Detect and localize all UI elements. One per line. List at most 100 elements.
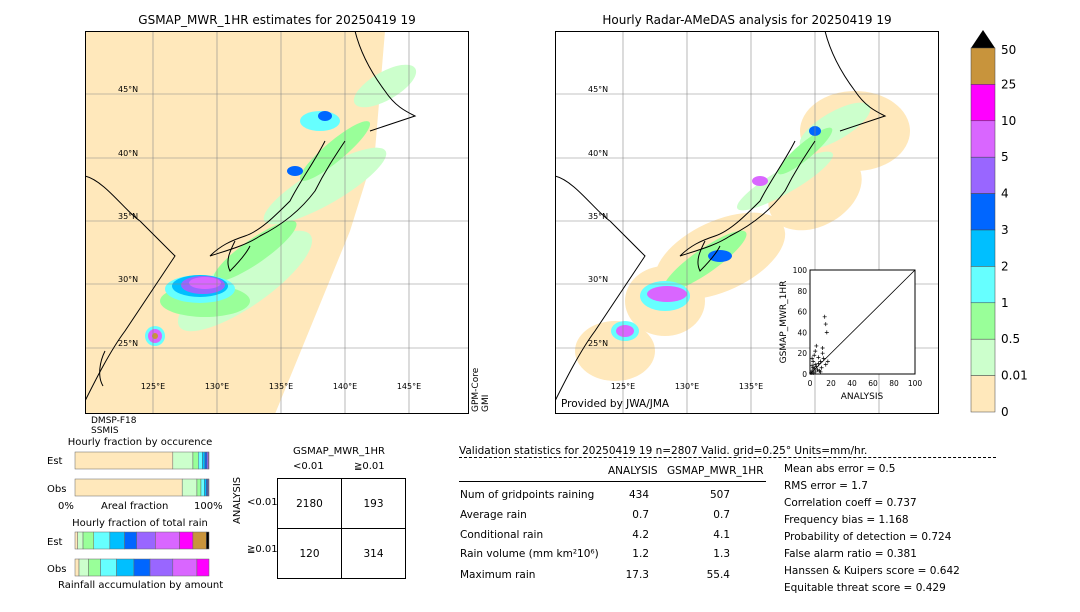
scatter-inset: 0 20 40 60 80 100 0 20 40 60 80 100 ANALYSIS GSMAP… [779, 266, 923, 402]
left-map: 45°N 40°N 35°N 30°N 25°N 125°E 130°E 135… [85, 31, 469, 414]
score-frequency-bias: Frequency bias = 1.168 [784, 514, 909, 526]
scatter-point [824, 330, 829, 335]
colorbar-label: 25 [1001, 77, 1016, 91]
colorbar-label: 10 [1001, 114, 1016, 128]
left-lon-125: 125°E [141, 382, 165, 391]
fraction-segment [77, 531, 84, 550]
fraction-segment [100, 558, 117, 577]
fraction-segment [181, 478, 198, 497]
fraction-segment [192, 531, 207, 550]
validation-col-rule [459, 481, 766, 482]
colorbar-box [970, 47, 996, 85]
validation-row-label: Rain volume (mm km²10⁶) [460, 548, 599, 560]
scatter-points [809, 314, 830, 375]
fraction-segment [116, 558, 135, 577]
fraction-segment [179, 531, 194, 550]
fraction-segment [88, 558, 101, 577]
colorbar-box [970, 229, 996, 267]
validation-row-analysis: 1.2 [632, 548, 649, 560]
validation-col-gsmap: GSMAP_MWR_1HR [667, 465, 764, 477]
right-coastlines [555, 31, 887, 402]
scatter-point [810, 363, 815, 368]
sensor-ssmis: SSMIS [91, 426, 119, 436]
left-map-sensor-bottom: DMSP-F18 SSMIS [91, 416, 137, 436]
validation-col-analysis: ANALYSIS [608, 465, 658, 477]
validation-header: Validation statistics for 20250419 19 n=… [459, 445, 868, 457]
colorbar-box [970, 338, 996, 376]
score-correlation: Correlation coeff = 0.737 [784, 497, 917, 509]
contingency-title: GSMAP_MWR_1HR [293, 446, 385, 457]
left-map-title: GSMAP_MWR_1HR estimates for 20250419 19 [138, 13, 416, 27]
score-rmse: RMS error = 1.7 [784, 480, 868, 492]
occurrence-row-est: Est [47, 456, 63, 467]
scatter-point [814, 364, 819, 369]
radar-credit: Provided by JWA/JMA [561, 398, 670, 410]
scatter-point [813, 349, 818, 354]
colorbar-box [970, 120, 996, 158]
scatter-point [811, 370, 816, 375]
right-lon-labels: 125°E 130°E 135°E [611, 382, 763, 391]
fraction-segment [78, 558, 89, 577]
totalrain-obs-bar [74, 558, 210, 577]
colorbar-label: 0 [1001, 405, 1009, 419]
scatter-point [820, 346, 825, 350]
scatter-diagonal [809, 269, 916, 375]
scatter-point [819, 365, 824, 370]
right-lat-25: 25°N [588, 339, 608, 348]
validation-row-label: Conditional rain [460, 529, 544, 541]
fraction-segment [192, 451, 199, 470]
fraction-segment [74, 531, 78, 550]
score-pod: Probability of detection = 0.724 [784, 531, 952, 543]
sensor-dmsp-f18: DMSP-F18 [91, 416, 137, 426]
scatter-xticks: 0 20 40 60 80 100 [808, 379, 923, 388]
right-lat-40: 40°N [588, 149, 608, 158]
validation-row-gsmap: 4.1 [713, 529, 730, 541]
scatter-xlabel: ANALYSIS [841, 392, 884, 402]
totalrain-xlabel: Rainfall accumulation by amount [58, 580, 224, 591]
occurrence-obs-bar [74, 478, 210, 497]
fraction-segment [196, 478, 202, 497]
occurrence-x-left: 0% [58, 501, 74, 512]
scatter-point [814, 343, 819, 348]
left-lon-140: 140°E [333, 382, 357, 391]
contingency-table: 2180 193 120 314 [277, 478, 406, 579]
occurrence-title: Hourly fraction by occurence [67, 437, 213, 448]
scatter-ytick: 60 [797, 308, 807, 317]
scatter-point [816, 355, 821, 360]
score-hk: Hanssen & Kuipers score = 0.642 [784, 565, 960, 577]
scatter-point [816, 361, 821, 366]
validation-row-analysis: 0.7 [632, 509, 649, 521]
scatter-xtick: 40 [847, 379, 857, 388]
totalrain-title: Hourly fraction of total rain [72, 518, 208, 529]
scatter-point [815, 367, 820, 372]
fraction-segment [198, 451, 203, 470]
fraction-segment [206, 531, 210, 550]
contingency-cell-hit-none: 2180 [277, 478, 342, 529]
fraction-segment [124, 531, 137, 550]
left-lat-30: 30°N [118, 275, 138, 284]
fraction-segment [74, 478, 183, 497]
colorbar-label: 3 [1001, 223, 1009, 237]
left-lat-40: 40°N [118, 149, 138, 158]
colorbar-box [970, 266, 996, 304]
scatter-ytick: 80 [797, 287, 807, 296]
scatter-point [820, 351, 825, 356]
fraction-segment [74, 558, 80, 577]
contingency-col-ge: ≧0.01 [354, 461, 385, 472]
right-rain-field [611, 102, 871, 341]
scatter-point [818, 369, 823, 374]
fraction-segment [204, 451, 208, 470]
fraction-segment [204, 478, 207, 497]
right-map-title: Hourly Radar-AMeDAS analysis for 2025041… [602, 13, 892, 27]
right-lat-45: 45°N [588, 85, 608, 94]
scatter-point [811, 365, 816, 370]
validation-row-gsmap: 507 [709, 489, 730, 501]
left-rain-field [145, 64, 417, 346]
fraction-segment [109, 531, 125, 550]
fraction-segment [202, 451, 206, 470]
colorbar-arrow [971, 30, 995, 48]
fraction-segment [155, 531, 180, 550]
scatter-point [813, 362, 818, 367]
left-lat-35: 35°N [118, 212, 138, 221]
occurrence-est-bar [74, 451, 210, 470]
